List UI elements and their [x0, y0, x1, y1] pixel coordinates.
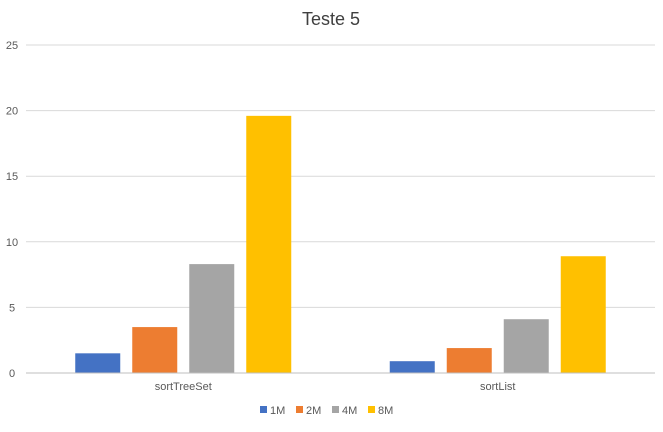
bar-8M-sortTreeSet — [246, 115, 292, 374]
x-axis-categories: sortTreeSet sortList — [155, 381, 516, 393]
bar-8M-sortList — [560, 256, 606, 373]
y-axis-ticks: 0 5 10 15 20 25 — [6, 40, 18, 380]
legend-swatch-2M — [296, 406, 303, 413]
bar-2M-sortTreeSet — [132, 327, 178, 373]
legend-label-8M: 8M — [378, 405, 393, 417]
legend-label-2M: 2M — [306, 405, 321, 417]
y-tick-label: 5 — [9, 302, 15, 314]
legend-swatch-1M — [260, 406, 267, 413]
bar-4M-sortList — [503, 319, 549, 373]
gridlines — [26, 44, 655, 308]
x-category-label: sortTreeSet — [155, 381, 212, 393]
y-tick-label: 10 — [6, 237, 18, 249]
legend: 1M 2M 4M 8M — [260, 405, 393, 417]
bars — [75, 115, 606, 374]
y-tick-label: 0 — [9, 368, 15, 380]
x-category-label: sortList — [480, 381, 515, 393]
y-tick-label: 25 — [6, 40, 18, 52]
legend-swatch-8M — [368, 406, 375, 413]
bar-1M-sortList — [389, 361, 435, 373]
legend-label-4M: 4M — [342, 405, 357, 417]
legend-label-1M: 1M — [270, 405, 285, 417]
bar-4M-sortTreeSet — [189, 264, 235, 373]
bar-2M-sortList — [446, 348, 492, 373]
chart-title: Teste 5 — [302, 9, 360, 29]
y-tick-label: 20 — [6, 106, 18, 118]
bar-1M-sortTreeSet — [75, 353, 121, 373]
y-tick-label: 15 — [6, 171, 18, 183]
legend-swatch-4M — [332, 406, 339, 413]
